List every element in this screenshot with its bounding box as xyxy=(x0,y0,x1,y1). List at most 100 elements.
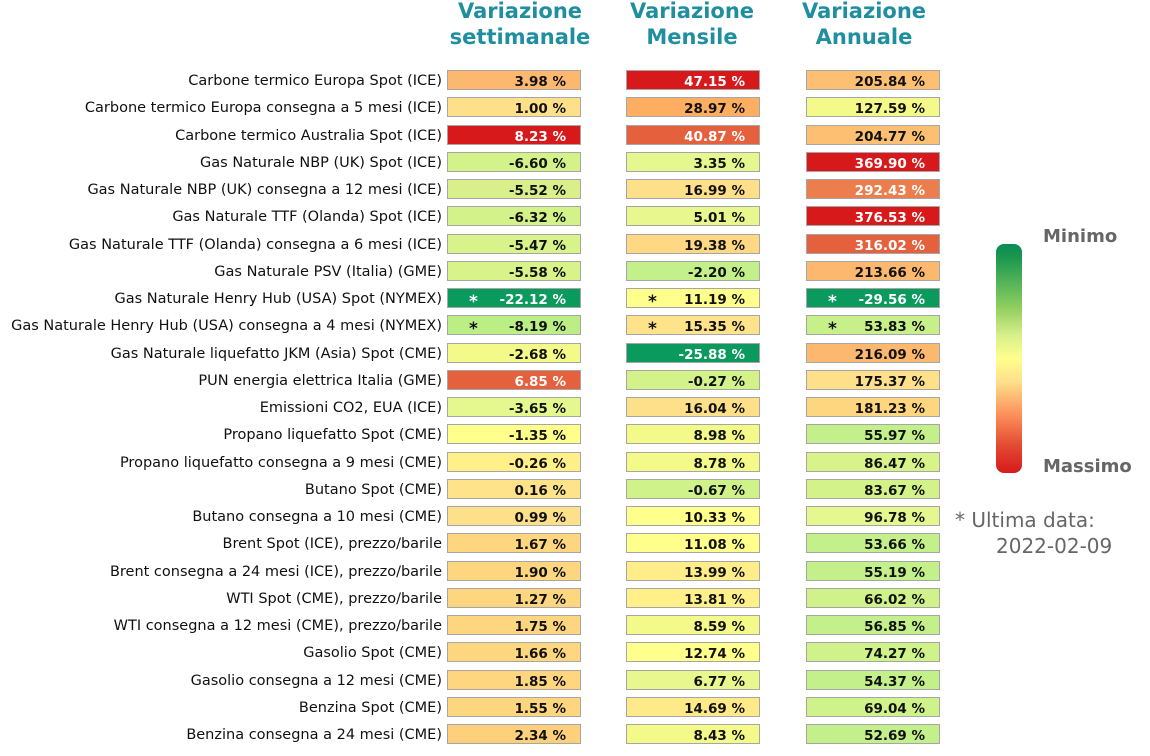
cell-value: 12.74 % xyxy=(684,646,745,663)
value-cell: 369.90 % xyxy=(806,151,940,172)
cell-value: -5.47 % xyxy=(508,237,566,254)
cell-value: 6.77 % xyxy=(693,673,745,690)
value-cell: -0.26 % xyxy=(447,451,581,472)
cell-value: 83.67 % xyxy=(864,482,925,499)
cell-value: 14.69 % xyxy=(684,700,745,717)
cell-value: -6.32 % xyxy=(508,210,566,227)
value-cell: 1.27 % xyxy=(447,587,581,608)
cell-value: 5.01 % xyxy=(693,210,745,227)
cell-value: 11.08 % xyxy=(684,537,745,554)
row-label: Propano liquefatto consegna a 9 mesi (CM… xyxy=(119,454,442,471)
cell-value: -29.56 % xyxy=(858,292,925,308)
value-cell: * -22.12 % xyxy=(447,288,581,312)
note-last-date-label: * Ultima data: xyxy=(955,508,1095,532)
value-cell: -1.35 % xyxy=(447,424,581,445)
cell-value: 1.85 % xyxy=(514,673,566,690)
row-label: Brent Spot (ICE), prezzo/barile xyxy=(222,536,442,553)
cell-value: -3.65 % xyxy=(508,401,566,417)
cell-value: 127.59 % xyxy=(854,101,925,118)
value-cell: -3.65 % xyxy=(447,397,581,417)
column-header-line: Variazione xyxy=(801,0,927,23)
cell-value: 86.47 % xyxy=(864,455,925,472)
cell-value: 16.99 % xyxy=(684,183,745,199)
cell-value: 11.19 % xyxy=(684,292,745,308)
cell-value: -8.19 % xyxy=(508,319,566,336)
cell-value: 316.02 % xyxy=(854,237,925,254)
value-cell: -5.52 % xyxy=(447,179,581,199)
value-cell: * 53.83 % xyxy=(806,315,940,339)
colorscale-legend-bar xyxy=(996,244,1022,473)
cell-value: -2.68 % xyxy=(508,346,566,363)
value-cell: 181.23 % xyxy=(806,397,940,417)
value-cell: 47.15 % xyxy=(626,70,760,90)
column-header-3: Variazione Annuale xyxy=(779,0,949,50)
cell-value: 1.66 % xyxy=(514,646,566,663)
cell-value: 369.90 % xyxy=(854,155,925,172)
value-cell: 2.34 % xyxy=(447,724,581,744)
cell-value: 8.98 % xyxy=(693,428,745,445)
value-cell: 52.69 % xyxy=(806,724,940,744)
cell-value: 216.09 % xyxy=(854,346,925,363)
cell-value: -22.12 % xyxy=(499,292,566,308)
cell-value: 0.16 % xyxy=(514,482,566,499)
latest-date-star: * xyxy=(648,292,657,312)
cell-value: 10.33 % xyxy=(684,510,745,526)
value-cell: 8.23 % xyxy=(447,124,581,145)
cell-value: 16.04 % xyxy=(684,401,745,417)
value-cell: 14.69 % xyxy=(626,696,760,717)
value-cell: 86.47 % xyxy=(806,451,940,472)
cell-value: 66.02 % xyxy=(864,591,925,608)
cell-value: 55.97 % xyxy=(864,428,925,445)
row-label: Carbone termico Europa consegna a 5 mesi… xyxy=(84,100,442,117)
latest-date-star: * xyxy=(828,319,837,340)
row-label: Butano Spot (CME) xyxy=(304,481,442,498)
value-cell: 1.90 % xyxy=(447,560,581,581)
value-cell: 6.85 % xyxy=(447,369,581,390)
cell-value: 8.59 % xyxy=(693,619,745,635)
value-cell: 16.99 % xyxy=(626,179,760,199)
cell-value: 15.35 % xyxy=(684,319,745,336)
value-cell: -2.68 % xyxy=(447,342,581,363)
cell-value: 96.78 % xyxy=(864,510,925,526)
cell-value: 54.37 % xyxy=(864,673,925,690)
legend-min-label: Minimo xyxy=(1043,226,1118,247)
value-cell: 16.04 % xyxy=(626,397,760,417)
value-cell: 8.98 % xyxy=(626,424,760,445)
value-cell: -0.27 % xyxy=(626,369,760,390)
cell-value: 55.19 % xyxy=(864,564,925,581)
value-cell: -2.20 % xyxy=(626,260,760,281)
row-label: Gas Naturale NBP (UK) Spot (ICE) xyxy=(200,154,442,171)
cell-value: 19.38 % xyxy=(684,237,745,254)
value-cell: -6.60 % xyxy=(447,151,581,172)
cell-value: 53.83 % xyxy=(864,319,925,336)
cell-value: -0.27 % xyxy=(687,373,745,390)
cell-value: 8.43 % xyxy=(693,728,745,744)
value-cell: 0.99 % xyxy=(447,506,581,526)
value-cell: 5.01 % xyxy=(626,206,760,227)
row-label: Gas Naturale TTF (Olanda) consegna a 6 m… xyxy=(68,236,442,253)
row-label: Propano liquefatto Spot (CME) xyxy=(223,427,442,444)
row-label: Gas Naturale PSV (Italia) (GME) xyxy=(214,263,442,280)
cell-value: 3.35 % xyxy=(693,155,745,172)
value-cell: 1.00 % xyxy=(447,97,581,118)
value-cell: 56.85 % xyxy=(806,615,940,635)
cell-value: 0.99 % xyxy=(514,510,566,526)
value-cell: 1.66 % xyxy=(447,642,581,663)
value-cell: 1.55 % xyxy=(447,696,581,717)
value-cell: 292.43 % xyxy=(806,179,940,199)
cell-value: 181.23 % xyxy=(854,401,925,417)
value-cell: 19.38 % xyxy=(626,233,760,254)
cell-value: 376.53 % xyxy=(854,210,925,227)
value-cell: 1.67 % xyxy=(447,533,581,554)
row-label: Gas Naturale TTF (Olanda) Spot (ICE) xyxy=(172,209,442,226)
latest-date-star: * xyxy=(469,319,478,340)
value-cell: 8.78 % xyxy=(626,451,760,472)
row-label: Carbone termico Europa Spot (ICE) xyxy=(188,73,442,89)
value-cell: 10.33 % xyxy=(626,506,760,526)
cell-value: 47.15 % xyxy=(684,74,745,90)
value-cell: 53.66 % xyxy=(806,533,940,554)
row-label: Emissioni CO2, EUA (ICE) xyxy=(259,400,442,416)
value-cell: 376.53 % xyxy=(806,206,940,227)
value-cell: * -8.19 % xyxy=(447,315,581,339)
value-cell: 28.97 % xyxy=(626,97,760,118)
